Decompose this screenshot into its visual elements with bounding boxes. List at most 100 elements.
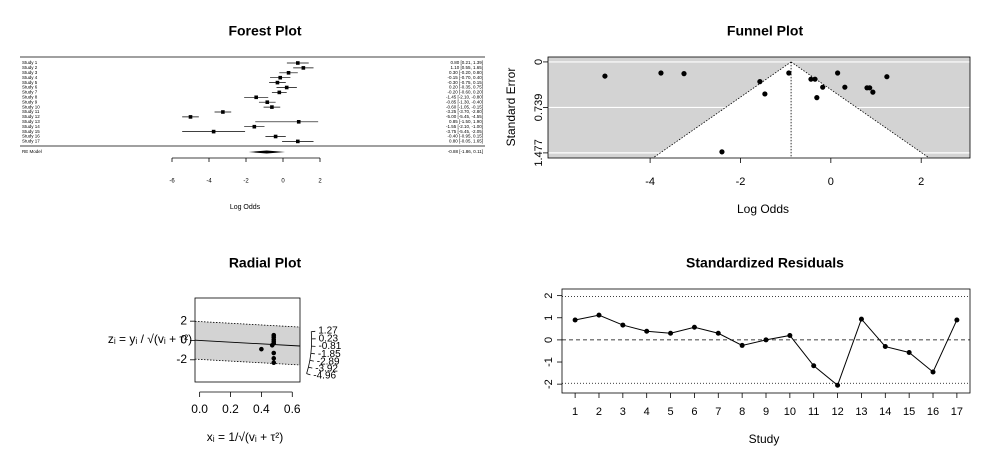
study-point [870, 89, 876, 95]
x-tick-label: 16 [927, 406, 939, 418]
y-tick-label: 2 [180, 313, 187, 327]
y-tick-label: -1 [543, 357, 555, 367]
chart-title: Forest Plot [228, 23, 301, 39]
residual-point [620, 322, 626, 328]
estimate-square [188, 115, 193, 119]
study-label: Study 5 [22, 80, 38, 85]
residual-point [572, 317, 578, 323]
study-label: Study 17 [22, 139, 40, 144]
x-tick-label: 6 [691, 406, 697, 418]
x-tick-label: 9 [763, 406, 769, 418]
estimate-square [301, 66, 306, 70]
ci-label: -1.55 [-2.10, -1.00] [446, 124, 483, 129]
study-label: Study 7 [22, 90, 38, 95]
x-tick-label: 0.2 [222, 402, 239, 416]
arc-tick-label: -0.81 [318, 341, 341, 352]
summary-ci-label: -0.88 [-1.86, 0.11] [448, 149, 483, 154]
estimate-square [211, 129, 216, 134]
y-tick-label: -2 [543, 379, 555, 389]
x-axis-label: Study [749, 432, 780, 446]
estimate-square [278, 75, 283, 80]
y-tick-label: 1.477 [533, 139, 545, 167]
study-point [681, 71, 687, 77]
ci-label: -0.20 [-0.60, 0.20] [447, 90, 483, 95]
residual-point [763, 337, 769, 343]
residual-point [811, 363, 817, 369]
x-tick-label: 0.4 [253, 402, 270, 416]
estimate-square [296, 120, 301, 124]
y-tick-label: 1 [543, 315, 555, 321]
study-point [835, 70, 841, 76]
funnel-edge [652, 61, 792, 159]
x-tick-label: 13 [855, 406, 867, 418]
ci-label: -5.00 [-5.45, -4.55] [446, 114, 483, 119]
estimate-square [275, 80, 280, 85]
y-tick-label: 0 [533, 59, 545, 65]
study-label: Study 8 [22, 94, 38, 99]
residual-point [954, 317, 960, 323]
ci-label: 0.80 [-0.05, 1.65] [449, 139, 483, 144]
x-tick-label: 5 [667, 406, 673, 418]
estimate-square [273, 134, 278, 139]
ci-label: -3.75 [-5.45, -2.05] [446, 129, 483, 134]
study-point [271, 360, 277, 365]
x-tick-label: -4 [206, 179, 212, 185]
arc-tick [308, 366, 313, 369]
ci-label: -0.85 [-1.30, -0.40] [446, 99, 483, 104]
x-tick-label: -6 [169, 179, 175, 185]
y-axis-label: zᵢ = yᵢ / √(vᵢ + τ²) [108, 332, 192, 346]
estimate-square [252, 124, 257, 129]
x-tick-label: 1 [572, 406, 578, 418]
x-tick-label: 12 [831, 406, 843, 418]
study-label: Study 12 [22, 114, 40, 119]
x-tick-label: 10 [784, 406, 796, 418]
chart-title: Funnel Plot [727, 23, 804, 39]
study-label: Study 16 [22, 134, 40, 139]
study-label: Study 2 [22, 65, 38, 70]
x-tick-label: -2 [736, 176, 746, 188]
arc-tick-label: -3.92 [315, 363, 338, 374]
study-point [808, 76, 814, 82]
y-tick-label: -2 [176, 352, 187, 366]
x-axis-label: Log Odds [230, 204, 261, 211]
study-point [271, 350, 277, 356]
study-label: Study 9 [22, 99, 38, 104]
estimate-square [277, 90, 282, 95]
x-tick-label: 15 [903, 406, 915, 418]
study-point [820, 84, 826, 90]
study-label: Study 13 [22, 119, 40, 124]
study-label: Study 11 [22, 109, 40, 114]
residual-line [575, 314, 958, 387]
study-label: Study 10 [22, 104, 40, 109]
x-tick-label: 4 [644, 406, 650, 418]
study-label: Study 6 [22, 85, 38, 90]
ci-label: -1.45 [-2.10, -0.80] [446, 94, 483, 99]
study-point [842, 84, 848, 90]
residual-point [739, 342, 745, 348]
x-tick-label: 17 [951, 406, 963, 418]
arc-tick-label: 1.27 [318, 326, 338, 337]
x-tick-label: 0.0 [191, 402, 208, 416]
study-point [719, 149, 725, 155]
estimate-square [265, 100, 270, 104]
residual-point [906, 350, 912, 356]
ci-label: 0.80 [0.21, 1.39] [450, 60, 483, 65]
ci-label: -3.25 [-3.70, -2.80] [446, 109, 483, 114]
x-tick-label: 14 [879, 406, 891, 418]
study-point [271, 356, 277, 361]
residual-point [858, 316, 864, 322]
x-axis-label: Log Odds [737, 202, 789, 216]
residual-point [882, 344, 888, 350]
arc [306, 331, 313, 374]
residual-point [787, 332, 793, 338]
residual-point [644, 328, 650, 334]
study-point [814, 95, 820, 101]
residual-point [930, 369, 936, 375]
estimate-square [221, 110, 225, 114]
ci-label: -0.15 [-0.70, 0.40] [447, 75, 483, 80]
x-tick-label: 0 [281, 179, 285, 185]
arc-tick-label: 0.23 [319, 333, 339, 344]
plot-border [194, 297, 301, 383]
y-tick-label: 0 [180, 333, 187, 347]
